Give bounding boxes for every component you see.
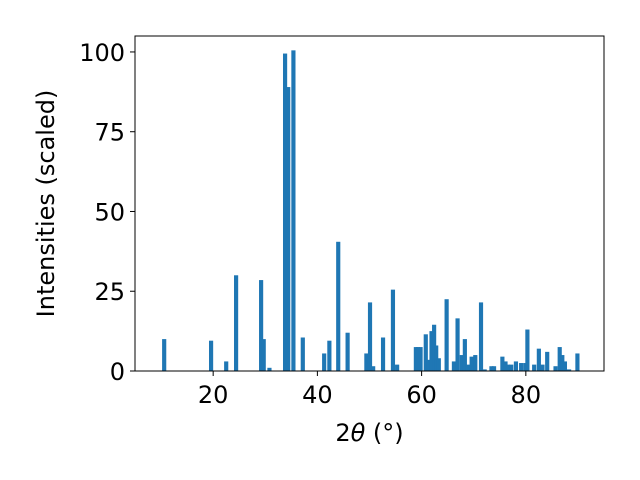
bar [345, 332, 350, 371]
bar [162, 339, 167, 371]
bar [451, 361, 457, 371]
bar [395, 364, 400, 371]
y-tick-label: 100 [79, 39, 125, 67]
bar [560, 355, 565, 371]
bar [459, 355, 464, 371]
y-axis-label: Intensities (scaled) [32, 90, 60, 318]
y-tick-label: 50 [94, 198, 125, 226]
x-axis-ticks: 20 40 60 80 [198, 371, 541, 409]
bar [234, 275, 239, 371]
bar [282, 53, 288, 372]
bar [267, 367, 272, 371]
bar [423, 334, 428, 371]
bar [224, 361, 229, 371]
x-tick-label: 20 [198, 381, 229, 409]
bar [469, 356, 474, 371]
bar [261, 339, 266, 371]
bar [462, 339, 467, 371]
bar [327, 340, 332, 371]
bar [536, 348, 541, 371]
bar [553, 366, 558, 371]
bar [500, 356, 505, 371]
bar [506, 364, 511, 371]
bar [259, 280, 264, 371]
bar [562, 361, 568, 371]
bar [208, 340, 214, 371]
bar [426, 359, 431, 371]
y-tick-label: 75 [94, 119, 125, 147]
bar [336, 241, 341, 371]
x-axis-label: 2θ (°) [335, 419, 403, 447]
x-tick-label: 40 [302, 381, 333, 409]
bar [473, 355, 478, 371]
x-tick-label: 80 [511, 381, 542, 409]
bar [371, 366, 376, 371]
bar [540, 364, 545, 371]
bar [286, 87, 291, 372]
x-tick-label: 60 [406, 381, 437, 409]
bar [532, 364, 537, 371]
y-tick-label: 25 [94, 278, 125, 306]
bar [465, 364, 471, 371]
bar [489, 366, 494, 371]
bar [444, 299, 449, 371]
bar [415, 347, 421, 371]
bar [322, 353, 327, 371]
bar [380, 337, 386, 371]
bar [436, 358, 441, 371]
bar [503, 361, 508, 371]
bar [364, 353, 369, 371]
plot-frame [134, 35, 605, 372]
bar [300, 337, 305, 371]
bar [491, 366, 497, 371]
bar [575, 353, 580, 371]
bar [513, 361, 519, 371]
bar [291, 50, 296, 371]
bar [519, 363, 524, 371]
bar [557, 347, 562, 371]
bar [429, 331, 434, 371]
bar [418, 347, 423, 371]
y-tick-label: 0 [110, 358, 125, 386]
bar [482, 369, 487, 371]
bar [478, 302, 484, 371]
bar [367, 302, 373, 371]
bar [455, 318, 460, 371]
bar [434, 345, 439, 371]
bar-series [162, 50, 580, 372]
bar [525, 329, 530, 371]
y-axis-ticks: 0 25 50 75 100 [79, 39, 135, 386]
bar [567, 369, 572, 371]
bar [509, 364, 514, 371]
bar [390, 289, 396, 371]
bar [545, 351, 550, 371]
